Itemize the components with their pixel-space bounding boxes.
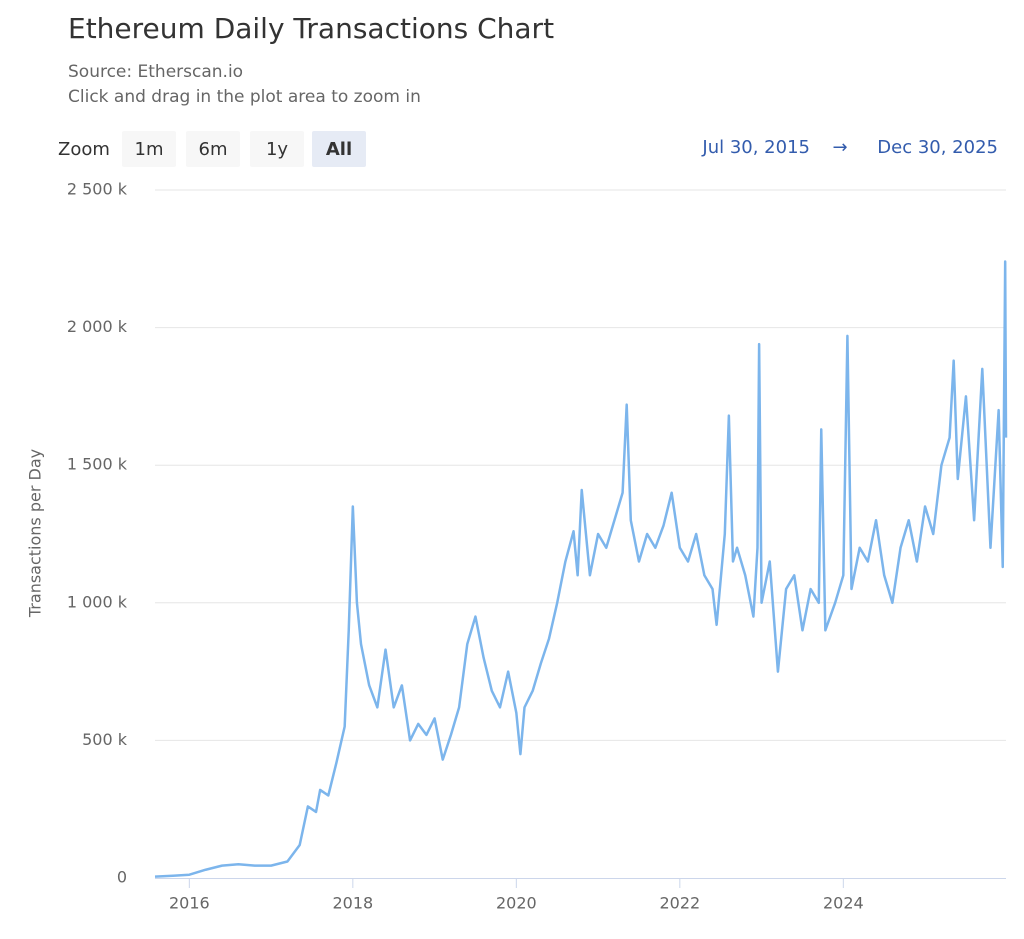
x-tick-label: 2022 — [659, 894, 700, 913]
x-tick-label: 2018 — [332, 894, 373, 913]
y-tick-label: 2 500 k — [67, 180, 128, 199]
y-tick-label: 2 000 k — [67, 317, 128, 336]
y-axis-title: Transactions per Day — [26, 449, 45, 618]
range-arrow: → — [832, 137, 847, 158]
zoom-button[interactable] — [186, 131, 240, 167]
zoom-button-label[interactable]: 1m — [135, 139, 164, 160]
zoom-button-label[interactable]: All — [326, 139, 352, 160]
y-tick-label: 1 000 k — [67, 592, 128, 611]
chart-title: Ethereum Daily Transactions Chart — [68, 12, 554, 45]
zoom-button[interactable] — [122, 131, 176, 167]
range-to[interactable]: Dec 30, 2025 — [877, 137, 998, 158]
x-tick-label: 2024 — [823, 894, 864, 913]
zoom-button[interactable] — [312, 131, 366, 167]
y-tick-label: 1 500 k — [67, 455, 128, 474]
subtitle: Click and drag in the plot area to zoom … — [68, 87, 421, 107]
subtitle: Source: Etherscan.io — [68, 62, 243, 82]
zoom-button-label[interactable]: 6m — [199, 139, 228, 160]
zoom-button[interactable] — [250, 131, 304, 167]
x-tick-label: 2016 — [169, 894, 210, 913]
y-tick-label: 500 k — [82, 730, 128, 749]
range-from[interactable]: Jul 30, 2015 — [701, 137, 810, 158]
series-line — [154, 260, 1008, 878]
zoom-label: Zoom — [58, 139, 110, 160]
x-tick-label: 2020 — [496, 894, 537, 913]
zoom-button-label[interactable]: 1y — [266, 139, 288, 160]
y-tick-label: 0 — [117, 868, 127, 887]
